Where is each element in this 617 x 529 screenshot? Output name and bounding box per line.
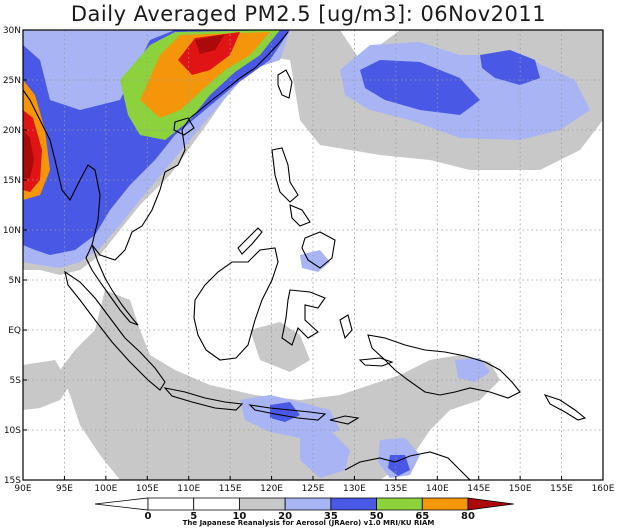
pm25-field-10-20 xyxy=(60,290,500,480)
longitude-label: 155E xyxy=(550,484,573,494)
pm25-field-20-35 xyxy=(455,358,490,382)
data-credit: The Japanese Reanalysis for Aerosol (JRA… xyxy=(182,519,435,527)
coastline-moluccas xyxy=(339,314,353,340)
coastline-solomon xyxy=(543,394,587,421)
colorbar-tick-label: 35 xyxy=(324,511,338,522)
pm25-field-35-50 xyxy=(23,30,290,255)
coastline-visayas xyxy=(289,204,311,227)
pm25-field-35-50 xyxy=(360,60,480,115)
colorbar-tick-label: 65 xyxy=(415,511,429,522)
colorbar-bin xyxy=(94,497,149,511)
lat-lon-grid xyxy=(23,30,603,480)
pm25-field-over-80 xyxy=(178,32,240,75)
coastline-borneo xyxy=(193,247,279,361)
colorbar-tick-label: 80 xyxy=(461,511,475,522)
colorbar-bin xyxy=(376,497,423,511)
latitude-label: 10N xyxy=(3,226,21,236)
pm25-shading xyxy=(23,30,603,480)
latitude-label: 20N xyxy=(3,126,21,136)
coastline-seram xyxy=(358,357,394,367)
pm25-field-20-35 xyxy=(300,430,350,478)
coastline-hainan xyxy=(173,117,195,136)
latitude-label: 30N xyxy=(3,26,21,36)
latitude-label: EQ xyxy=(8,326,21,336)
longitude-label: 150E xyxy=(509,484,532,494)
colorbar-bin xyxy=(147,497,195,511)
coastline-sulawesi xyxy=(281,289,326,346)
longitude-label: 90E xyxy=(14,484,31,494)
latitude-label: 10S xyxy=(4,426,21,436)
pm25-field-10-20 xyxy=(250,322,310,372)
longitude-label: 140E xyxy=(426,484,449,494)
longitude-label: 125E xyxy=(302,484,325,494)
coastline-palawan xyxy=(237,227,263,255)
longitude-label: 115E xyxy=(219,484,242,494)
colorbar-tick-label: 10 xyxy=(232,511,246,522)
colorbar-bin xyxy=(421,497,469,511)
colorbar-tick-label: 5 xyxy=(190,511,197,522)
coastline-luzon xyxy=(271,147,299,203)
coastline-java xyxy=(163,387,244,411)
pm25-field-35-50 xyxy=(388,455,410,476)
colorbar-bin xyxy=(284,497,332,511)
longitude-labels: 90E 95E 100E 105E 110E 115E 120E 125E 130E 135E 14… xyxy=(14,476,615,494)
map-title: Daily Averaged PM2.5 [ug/m3]: 06Nov2011 xyxy=(70,2,547,26)
pm25-field-over-80 xyxy=(23,130,34,178)
longitude-label: 100E xyxy=(94,484,117,494)
coastline-new-guinea xyxy=(367,334,521,399)
pm25-field-65-80 xyxy=(140,32,270,118)
longitude-label: 160E xyxy=(592,484,615,494)
latitude-labels: 30N 25N 20N 15N 10N 5N EQ 5S 10S 15S xyxy=(3,26,27,486)
coastline-malay-peninsula xyxy=(85,243,139,326)
coastline-australia-north xyxy=(344,451,471,480)
colorbar-bin xyxy=(467,497,514,511)
longitude-label: 120E xyxy=(260,484,283,494)
coastline-sumatra xyxy=(64,270,166,391)
coastline-mindanao xyxy=(301,231,336,269)
coastline-taiwan xyxy=(277,69,293,99)
latitude-label: 5S xyxy=(10,376,22,386)
latitude-label: 15S xyxy=(4,476,21,486)
latitude-label: 5N xyxy=(9,276,21,286)
colorbar-tick-label: 20 xyxy=(278,511,292,522)
pm25-field-35-50 xyxy=(480,50,540,85)
longitude-label: 105E xyxy=(136,484,159,494)
pm25-field-over-80 xyxy=(195,34,225,54)
coastline-mainland xyxy=(23,31,289,261)
longitude-label: 145E xyxy=(467,484,490,494)
latitude-label: 15N xyxy=(3,176,21,186)
colorbar-bin xyxy=(330,497,377,511)
colorbar-tick-label: 50 xyxy=(370,511,384,522)
coastline-lesser-sunda xyxy=(248,404,327,421)
coastline-timor xyxy=(329,415,360,425)
pm25-field-10-20 xyxy=(23,360,70,410)
colorbar-tick-label: 0 xyxy=(145,511,152,522)
longitude-label: 110E xyxy=(177,484,200,494)
longitude-label: 135E xyxy=(384,484,407,494)
colorbar-bin xyxy=(193,497,240,511)
coastlines xyxy=(23,31,587,480)
longitude-label: 130E xyxy=(343,484,366,494)
colorbar: 0 5 10 20 35 50 65 80 xyxy=(94,497,514,522)
latitude-label: 25N xyxy=(3,76,21,86)
longitude-label: 95E xyxy=(56,484,73,494)
colorbar-bin xyxy=(239,497,286,511)
